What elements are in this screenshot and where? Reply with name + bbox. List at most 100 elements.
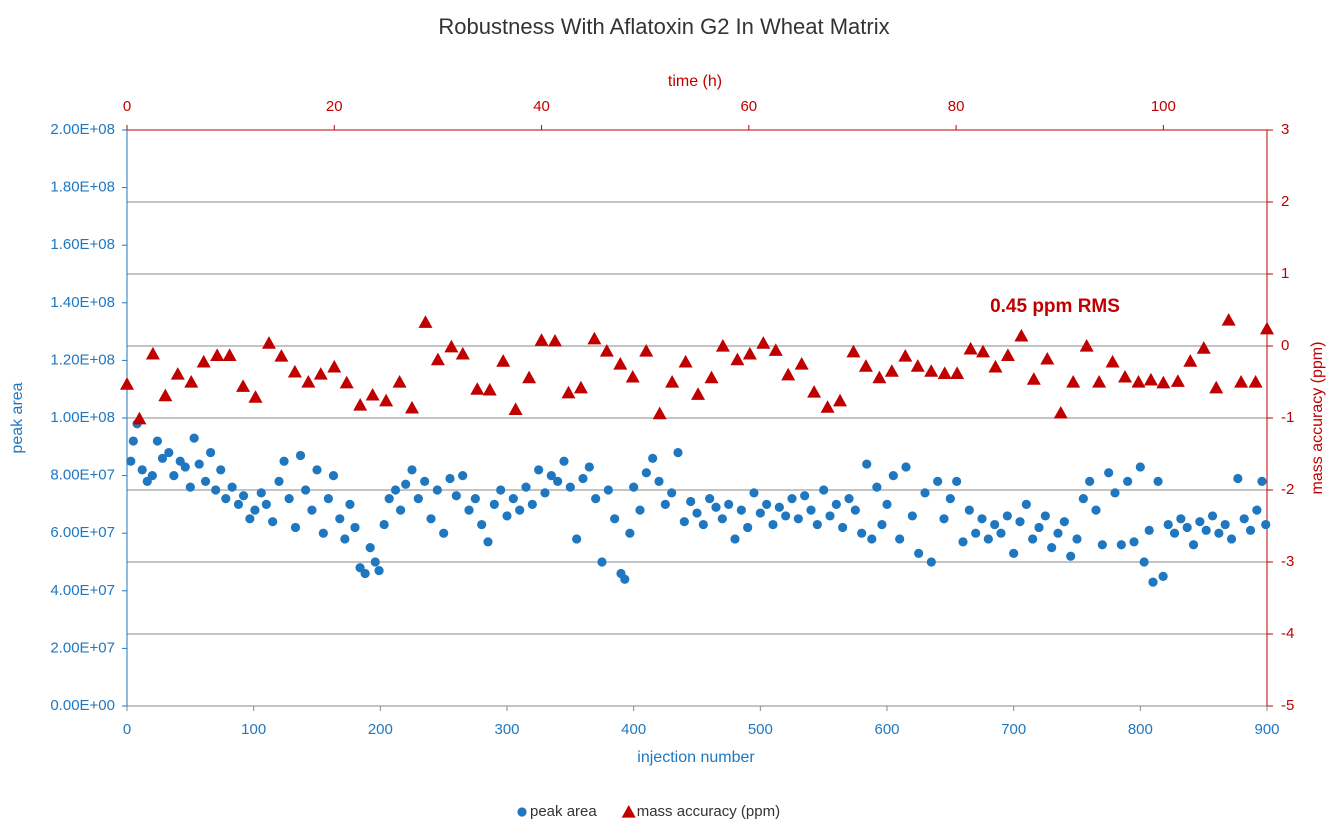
triangle-marker	[1260, 321, 1274, 335]
circle-marker	[496, 485, 506, 495]
circle-marker	[895, 534, 905, 544]
circle-marker	[318, 528, 328, 538]
circle-marker	[1153, 476, 1163, 486]
circle-marker	[749, 488, 759, 498]
x-tick-label: 500	[748, 721, 773, 738]
circle-marker	[1110, 488, 1120, 498]
x-tick-label: 100	[241, 721, 266, 738]
triangle-marker	[327, 359, 342, 373]
x-tick-label: 0	[123, 721, 131, 738]
circle-marker	[128, 436, 138, 446]
circle-marker	[323, 494, 333, 504]
circle-marker	[360, 568, 370, 579]
circle-marker	[867, 534, 877, 544]
circle-marker	[1021, 499, 1031, 509]
circle-marker	[396, 505, 406, 515]
circle-marker	[1002, 511, 1012, 521]
circle-marker	[1163, 519, 1173, 530]
circle-marker	[206, 447, 216, 458]
triangle-marker	[365, 387, 380, 401]
circle-marker	[1072, 534, 1082, 544]
circle-marker	[221, 494, 231, 504]
circle-marker	[755, 508, 765, 518]
circle-marker	[540, 488, 550, 498]
triangle-marker	[313, 367, 328, 380]
circle-marker	[295, 450, 306, 461]
circle-marker	[1158, 571, 1168, 582]
circle-marker	[844, 494, 854, 504]
circle-marker	[800, 491, 810, 501]
circle-marker	[1148, 577, 1158, 587]
triangle-marker	[444, 339, 459, 353]
triangle-marker	[170, 367, 185, 380]
circle-marker	[591, 494, 601, 504]
circle-marker	[698, 519, 708, 530]
circle-marker	[793, 514, 803, 524]
triangle-marker	[287, 364, 302, 378]
triangle-marker	[1131, 375, 1146, 388]
y2-tick-label: -5	[1281, 697, 1294, 714]
circle-marker	[958, 537, 968, 547]
triangle-marker	[691, 387, 706, 400]
y-tick-label: 0.00E+00	[50, 697, 115, 714]
circle-marker	[458, 471, 468, 481]
triangle-marker	[639, 344, 654, 357]
triangle-marker	[392, 375, 407, 388]
circle-marker	[1201, 525, 1211, 535]
circle-marker	[1252, 505, 1262, 515]
x2-tick-label: 60	[740, 98, 757, 115]
circle-marker	[705, 494, 715, 504]
triangle-marker	[872, 370, 887, 384]
triangle-marker	[587, 331, 602, 345]
triangle-marker	[898, 349, 913, 362]
circle-marker	[1053, 528, 1063, 538]
circle-marker	[1135, 462, 1145, 472]
triangle-marker	[704, 370, 719, 384]
circle-marker	[1207, 511, 1218, 521]
circle-marker	[290, 522, 301, 533]
circle-marker	[1220, 519, 1230, 530]
triangle-marker	[599, 344, 614, 357]
circle-marker	[565, 482, 575, 492]
triangle-marker	[261, 336, 276, 349]
circle-marker	[945, 494, 955, 504]
triangle-marker	[548, 333, 563, 347]
triangle-marker	[353, 398, 368, 411]
chart-title: Robustness With Aflatoxin G2 In Wheat Ma…	[438, 14, 889, 39]
circle-marker	[374, 566, 384, 576]
x-tick-label: 200	[368, 721, 393, 738]
triangle-marker	[652, 406, 667, 420]
triangle-marker	[1143, 372, 1158, 386]
triangle-marker	[470, 382, 485, 395]
triangle-marker	[807, 385, 822, 398]
triangle-marker	[781, 367, 796, 381]
circle-marker	[572, 534, 582, 544]
triangle-marker	[742, 346, 757, 360]
triangle-marker	[145, 346, 160, 360]
circle-marker	[1129, 537, 1139, 547]
triangle-marker	[158, 388, 173, 402]
circle-marker	[641, 468, 651, 478]
triangle-marker	[794, 357, 809, 370]
triangle-marker	[222, 348, 237, 361]
legend-label: mass accuracy (ppm)	[637, 803, 780, 820]
circle-marker	[345, 499, 355, 509]
circle-marker	[1047, 543, 1057, 553]
circle-marker	[888, 471, 898, 481]
legend-label: peak area	[530, 803, 597, 820]
triangle-marker	[379, 393, 394, 407]
triangle-marker	[1183, 354, 1198, 367]
circle-marker	[1226, 534, 1237, 544]
circle-marker	[914, 548, 924, 558]
triangle-marker	[274, 349, 289, 362]
triangle-marker	[1209, 380, 1224, 394]
circle-marker	[483, 537, 493, 547]
triangle-marker	[1170, 374, 1185, 387]
circle-marker	[667, 488, 677, 498]
y2-tick-label: 1	[1281, 265, 1289, 282]
triangle-marker	[1118, 369, 1133, 383]
circle-marker	[137, 465, 147, 475]
circle-marker	[1059, 517, 1069, 527]
y-tick-label: 1.60E+08	[50, 236, 115, 253]
triangle-marker	[1156, 375, 1171, 389]
